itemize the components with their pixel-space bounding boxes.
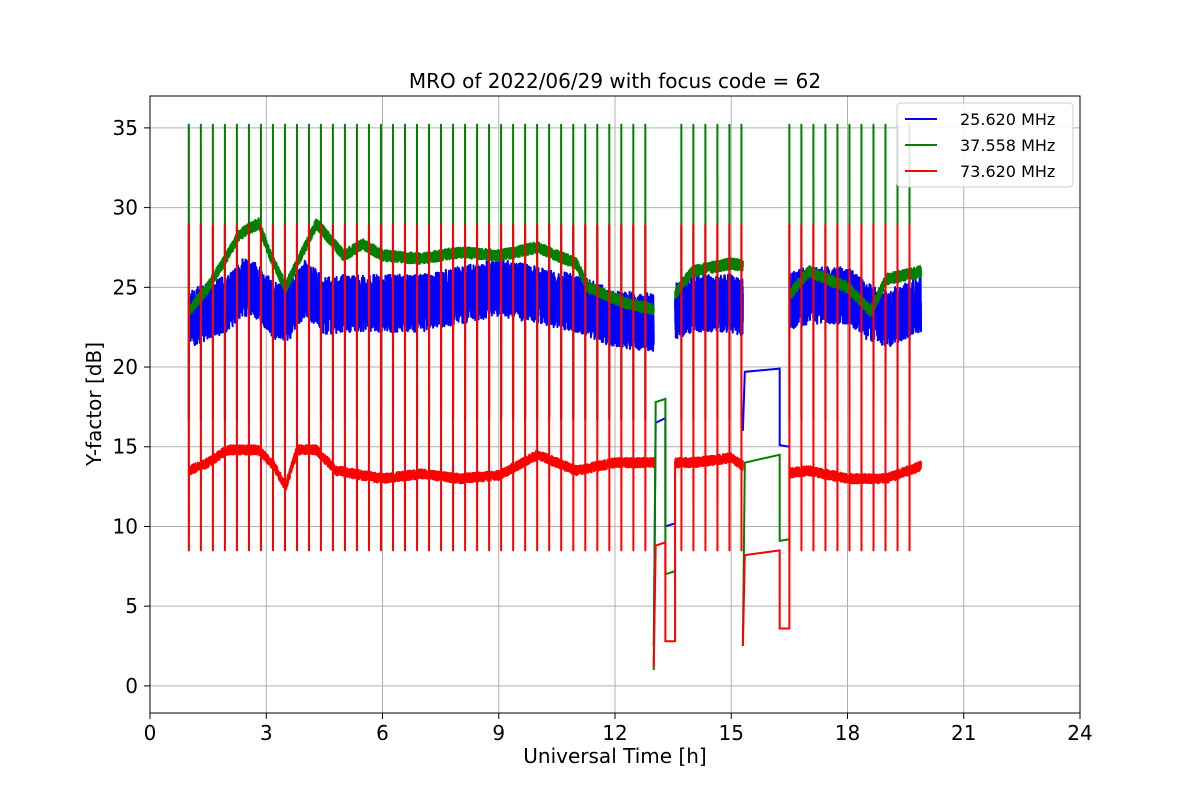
legend-label-37558: 37.558 MHz [960,136,1055,155]
gap-artefact-line [741,453,790,647]
chart-title: MRO of 2022/06/29 with focus code = 62 [409,69,821,93]
series-73620 [187,224,923,667]
x-tick-label: 3 [260,721,273,745]
x-tick-label: 0 [144,721,157,745]
x-tick-label: 21 [951,721,976,745]
legend-box [896,102,1074,188]
y-tick-label: 15 [113,435,138,459]
y-tick-label: 35 [113,116,138,140]
series-line-segment [187,224,655,552]
gap-artefact-line [741,367,790,448]
x-axis-label: Universal Time [h] [523,744,706,768]
series-line-segment [187,123,655,420]
x-tick-label: 18 [835,721,860,745]
x-tick-label: 9 [492,721,505,745]
x-tick-label: 24 [1067,721,1092,745]
series-37558 [187,123,923,670]
y-tick-label: 5 [125,594,138,618]
data-layer [187,123,923,670]
y-tick-label: 30 [113,196,138,220]
x-tick-label: 15 [719,721,744,745]
y-tick-label: 10 [113,514,138,538]
series-line-segment [674,224,744,552]
y-tick-label: 0 [125,674,138,698]
series-line-segment [788,123,923,420]
y-axis-label: Y-factor [dB] [82,342,106,467]
series-line-segment [674,123,744,420]
series-line-segment [788,224,923,552]
x-tick-label: 6 [376,721,389,745]
y-tick-label: 25 [113,275,138,299]
gap-artefact-line [652,462,677,667]
legend-label-73620: 73.620 MHz [960,162,1055,181]
tick-layer: 0 3 6 9 12 15 18 21 24 0 5 10 15 20 25 30 35 [113,116,1093,745]
series-line-segment [674,224,744,421]
y-tick-label: 20 [113,355,138,379]
series-line-segment [788,224,923,421]
legend-label-25620: 25.620 MHz [960,110,1055,129]
gap-artefact-line [652,397,676,670]
x-tick-label: 12 [602,721,627,745]
series-line-segment [187,224,655,421]
gap-artefact-line [741,462,791,647]
legend: 25.620 MHz 37.558 MHz 73.620 MHz [896,102,1074,188]
